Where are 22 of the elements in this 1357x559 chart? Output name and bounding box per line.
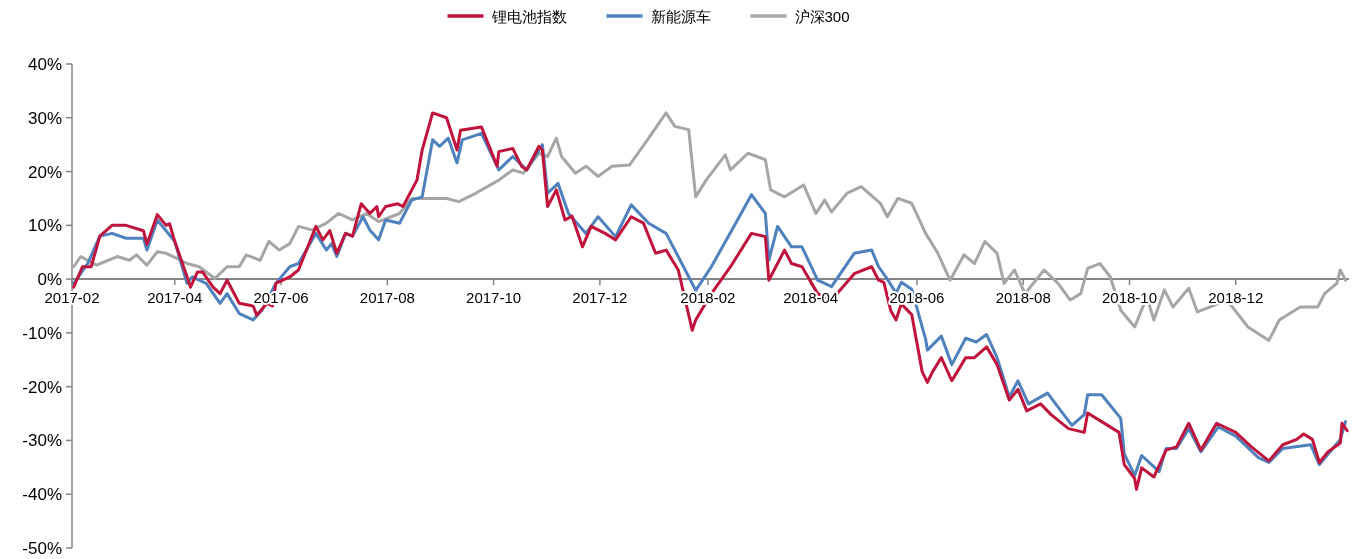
legend-label: 沪深300 bbox=[794, 8, 850, 25]
y-tick-label: 30% bbox=[27, 108, 62, 128]
y-tick-label: 10% bbox=[27, 216, 62, 236]
legend-label: 新能源车 bbox=[650, 8, 711, 25]
y-tick-label: -30% bbox=[22, 431, 62, 451]
y-tick-label: -20% bbox=[22, 377, 62, 397]
x-tick-label: 2018-10 bbox=[1101, 289, 1158, 307]
x-tick-label: 2018-08 bbox=[995, 289, 1051, 307]
y-tick-label: -50% bbox=[22, 539, 62, 558]
x-tick-label: 2017-10 bbox=[466, 289, 522, 307]
x-tick-label: 2018-12 bbox=[1208, 289, 1264, 307]
legend-label: 锂电池指数 bbox=[490, 8, 567, 25]
x-tick-label: 2017-02 bbox=[44, 289, 100, 307]
y-tick-label: 40% bbox=[27, 55, 62, 74]
y-tick-label: -40% bbox=[22, 485, 62, 505]
x-tick-label: 2017-04 bbox=[147, 289, 203, 307]
y-tick-label: 0% bbox=[37, 270, 62, 290]
x-tick-label: 2017-12 bbox=[572, 289, 628, 307]
x-tick-label: 2017-08 bbox=[359, 289, 415, 307]
x-tick-label: 2018-04 bbox=[783, 289, 839, 307]
y-tick-label: -10% bbox=[22, 323, 62, 343]
y-tick-label: 20% bbox=[27, 162, 62, 182]
